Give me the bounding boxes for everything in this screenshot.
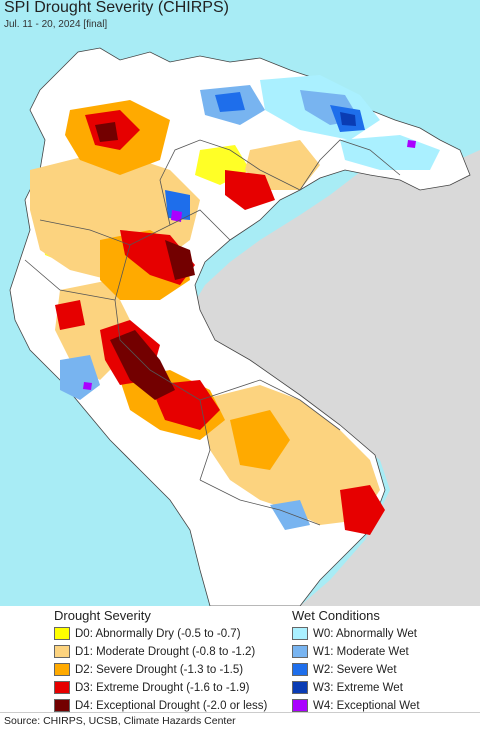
drought-legend-title: Drought Severity (54, 608, 151, 623)
legend-label: W0: Abnormally Wet (313, 628, 417, 640)
drought-map (0, 0, 480, 606)
legend-label: W1: Moderate Wet (313, 646, 409, 658)
legend-label: W3: Extreme Wet (313, 682, 403, 694)
border-line (24, 259, 116, 301)
border-line (199, 479, 321, 526)
map-title: SPI Drought Severity (CHIRPS) (4, 0, 229, 16)
swatch (54, 627, 70, 640)
d4-patch (95, 122, 118, 142)
swatch (292, 681, 308, 694)
d3-patch (225, 170, 275, 210)
legend: Drought Severity D0: Abnormally Dry (-0.… (0, 606, 480, 712)
d2-patch (230, 410, 290, 470)
border-line (159, 139, 301, 226)
source-text: Source: CHIRPS, UCSB, Climate Hazards Ce… (4, 715, 236, 727)
w4-patch (171, 210, 182, 222)
w2-patch (215, 92, 245, 112)
d4-patch (165, 240, 195, 280)
w4-patch (83, 382, 92, 390)
legend-label: W2: Severe Wet (313, 664, 397, 676)
drought-patches (30, 100, 385, 535)
map-subtitle: Jul. 11 - 20, 2024 [final] (4, 19, 108, 30)
title-band (0, 0, 480, 34)
legend-label: D2: Severe Drought (-1.3 to -1.5) (75, 664, 244, 676)
legend-label: D1: Moderate Drought (-0.8 to -1.2) (75, 646, 256, 658)
w4-patch (407, 140, 416, 148)
swatch (54, 699, 70, 712)
border-line (299, 139, 401, 191)
d3-patch (55, 300, 85, 330)
country-borders (24, 139, 401, 526)
border-line (39, 209, 231, 246)
w1-patch (270, 500, 310, 530)
d3-patch (340, 485, 385, 535)
border-line (199, 379, 341, 431)
swatch (54, 663, 70, 676)
swatch (54, 681, 70, 694)
wet-patches (60, 75, 440, 530)
d4-patch (110, 330, 175, 400)
swatch (292, 645, 308, 658)
legend-label: D3: Extreme Drought (-1.6 to -1.9) (75, 682, 250, 694)
swatch (292, 663, 308, 676)
legend-label: D4: Exceptional Drought (-2.0 or less) (75, 700, 268, 712)
source-footer: Source: CHIRPS, UCSB, Climate Hazards Ce… (0, 712, 480, 731)
swatch (54, 645, 70, 658)
legend-label: D0: Abnormally Dry (-0.5 to -0.7) (75, 628, 241, 640)
w3-patch (340, 112, 356, 126)
w2-patch (165, 190, 190, 220)
swatch (292, 627, 308, 640)
swatch (292, 699, 308, 712)
wet-legend-title: Wet Conditions (292, 608, 380, 623)
outside-region (190, 150, 480, 606)
legend-label: W4: Exceptional Wet (313, 700, 420, 712)
map-header: SPI Drought Severity (CHIRPS) Jul. 11 - … (0, 0, 480, 34)
